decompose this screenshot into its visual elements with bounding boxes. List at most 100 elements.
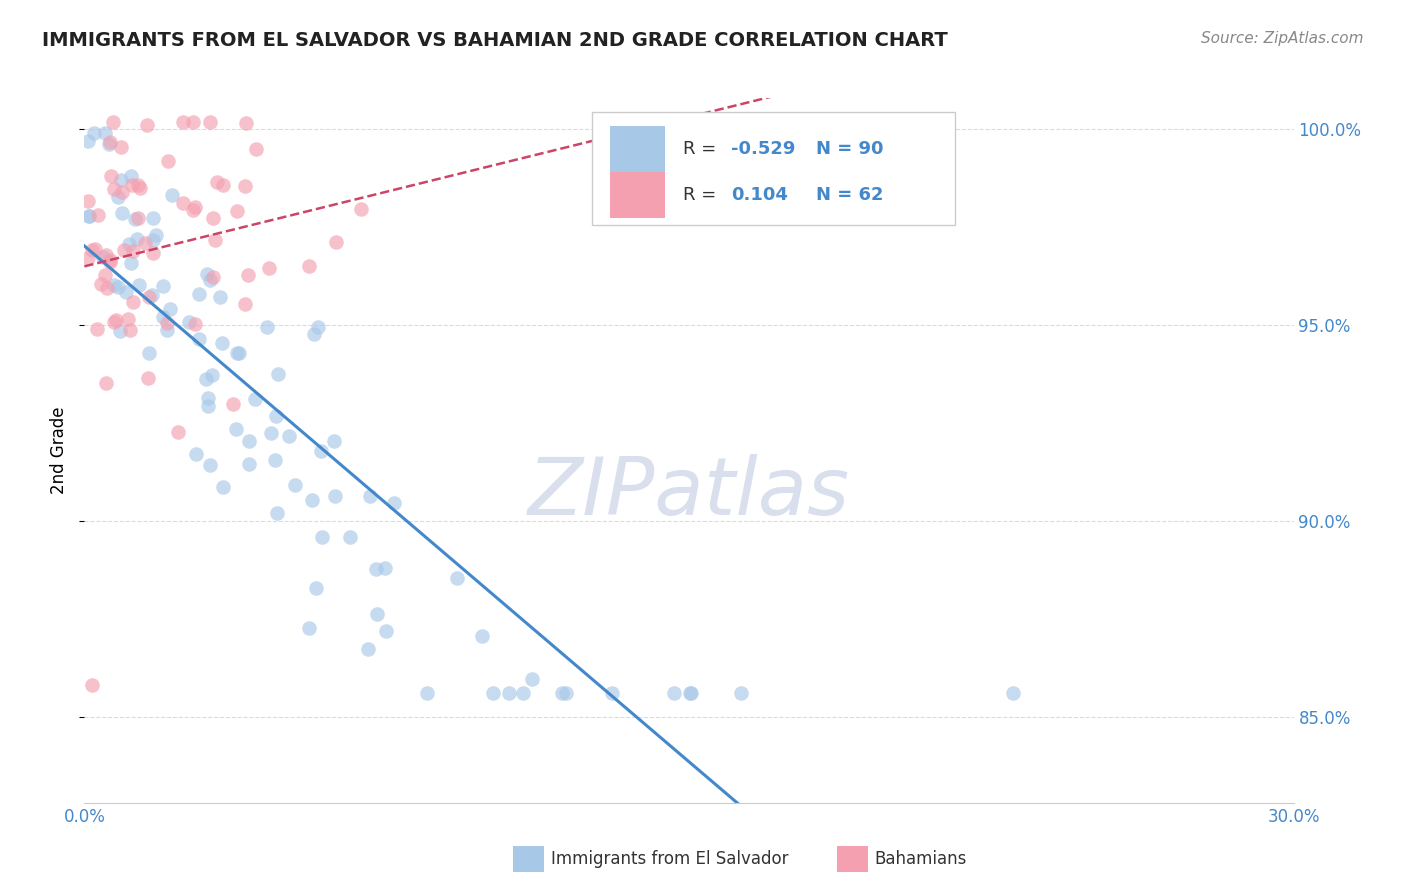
Point [382, 496, 405, 510]
Point [233, 178, 256, 193]
Point [366, 607, 388, 621]
Point [498, 686, 520, 700]
Text: N = 90: N = 90 [815, 140, 883, 158]
Point [446, 571, 468, 585]
Point [110, 173, 132, 187]
Bar [592, 112, 955, 225]
Point [129, 181, 152, 195]
Point [77, 251, 100, 265]
Text: IMMIGRANTS FROM EL SALVADOR VS BAHAMIAN 2ND GRADE CORRELATION CHART: IMMIGRANTS FROM EL SALVADOR VS BAHAMIAN … [42, 31, 948, 50]
Point [278, 429, 301, 443]
Point [235, 115, 257, 129]
Point [238, 434, 260, 448]
Point [264, 452, 287, 467]
Point [183, 114, 205, 128]
Point [118, 237, 141, 252]
Point [298, 260, 321, 274]
Point [127, 211, 149, 225]
Point [267, 367, 290, 381]
Point [141, 288, 163, 302]
Point [100, 252, 122, 267]
Point [121, 244, 143, 258]
Point [208, 289, 231, 303]
Point [96, 248, 118, 262]
Point [103, 182, 125, 196]
Point [77, 194, 100, 208]
Point [82, 678, 104, 692]
Text: Immigrants from El Salvador: Immigrants from El Salvador [551, 850, 789, 868]
Point [159, 302, 181, 317]
Point [301, 493, 323, 508]
Point [111, 185, 134, 199]
Point [195, 267, 218, 281]
Text: R =: R = [683, 186, 721, 203]
Point [103, 114, 125, 128]
Point [374, 561, 396, 575]
Point [118, 323, 141, 337]
Point [145, 227, 167, 242]
Point [98, 135, 121, 149]
Point [181, 202, 204, 217]
Point [94, 268, 117, 283]
Point [197, 392, 219, 406]
Point [245, 142, 267, 156]
Point [551, 686, 574, 700]
Point [87, 208, 110, 222]
Point [128, 277, 150, 292]
Point [77, 134, 100, 148]
Point [105, 313, 128, 327]
Point [187, 332, 209, 346]
Point [156, 317, 179, 331]
Point [211, 336, 233, 351]
Point [238, 457, 260, 471]
Point [225, 204, 247, 219]
Point [135, 119, 157, 133]
Point [664, 686, 686, 700]
Point [152, 279, 174, 293]
Point [79, 209, 101, 223]
Point [142, 211, 165, 226]
Point [198, 114, 221, 128]
Point [136, 370, 159, 384]
Bar [610, 127, 665, 172]
Text: N = 62: N = 62 [815, 186, 883, 203]
Point [349, 202, 371, 216]
Point [121, 178, 143, 192]
Point [160, 188, 183, 202]
Point [212, 178, 235, 192]
Point [198, 458, 221, 472]
Point [110, 140, 132, 154]
Point [323, 489, 346, 503]
Point [108, 325, 131, 339]
Point [100, 169, 122, 183]
Point [198, 273, 221, 287]
Point [520, 672, 543, 686]
Point [103, 315, 125, 329]
Point [357, 641, 380, 656]
Point [134, 236, 156, 251]
Point [127, 178, 149, 192]
Point [172, 195, 194, 210]
Point [222, 397, 245, 411]
Text: -0.529: -0.529 [731, 140, 796, 158]
Point [730, 686, 752, 700]
Point [200, 368, 222, 383]
Point [84, 243, 107, 257]
Point [103, 277, 125, 292]
Text: 0.104: 0.104 [731, 186, 789, 203]
Point [339, 530, 361, 544]
Point [225, 422, 247, 436]
Point [238, 268, 260, 283]
Point [120, 169, 142, 183]
Point [184, 447, 207, 461]
Point [142, 246, 165, 260]
Point [207, 175, 229, 189]
Point [482, 686, 505, 700]
Point [233, 296, 256, 310]
Point [127, 232, 149, 246]
Point [228, 345, 250, 359]
Point [112, 244, 135, 258]
Point [183, 200, 205, 214]
Point [156, 153, 179, 168]
Point [120, 256, 142, 270]
